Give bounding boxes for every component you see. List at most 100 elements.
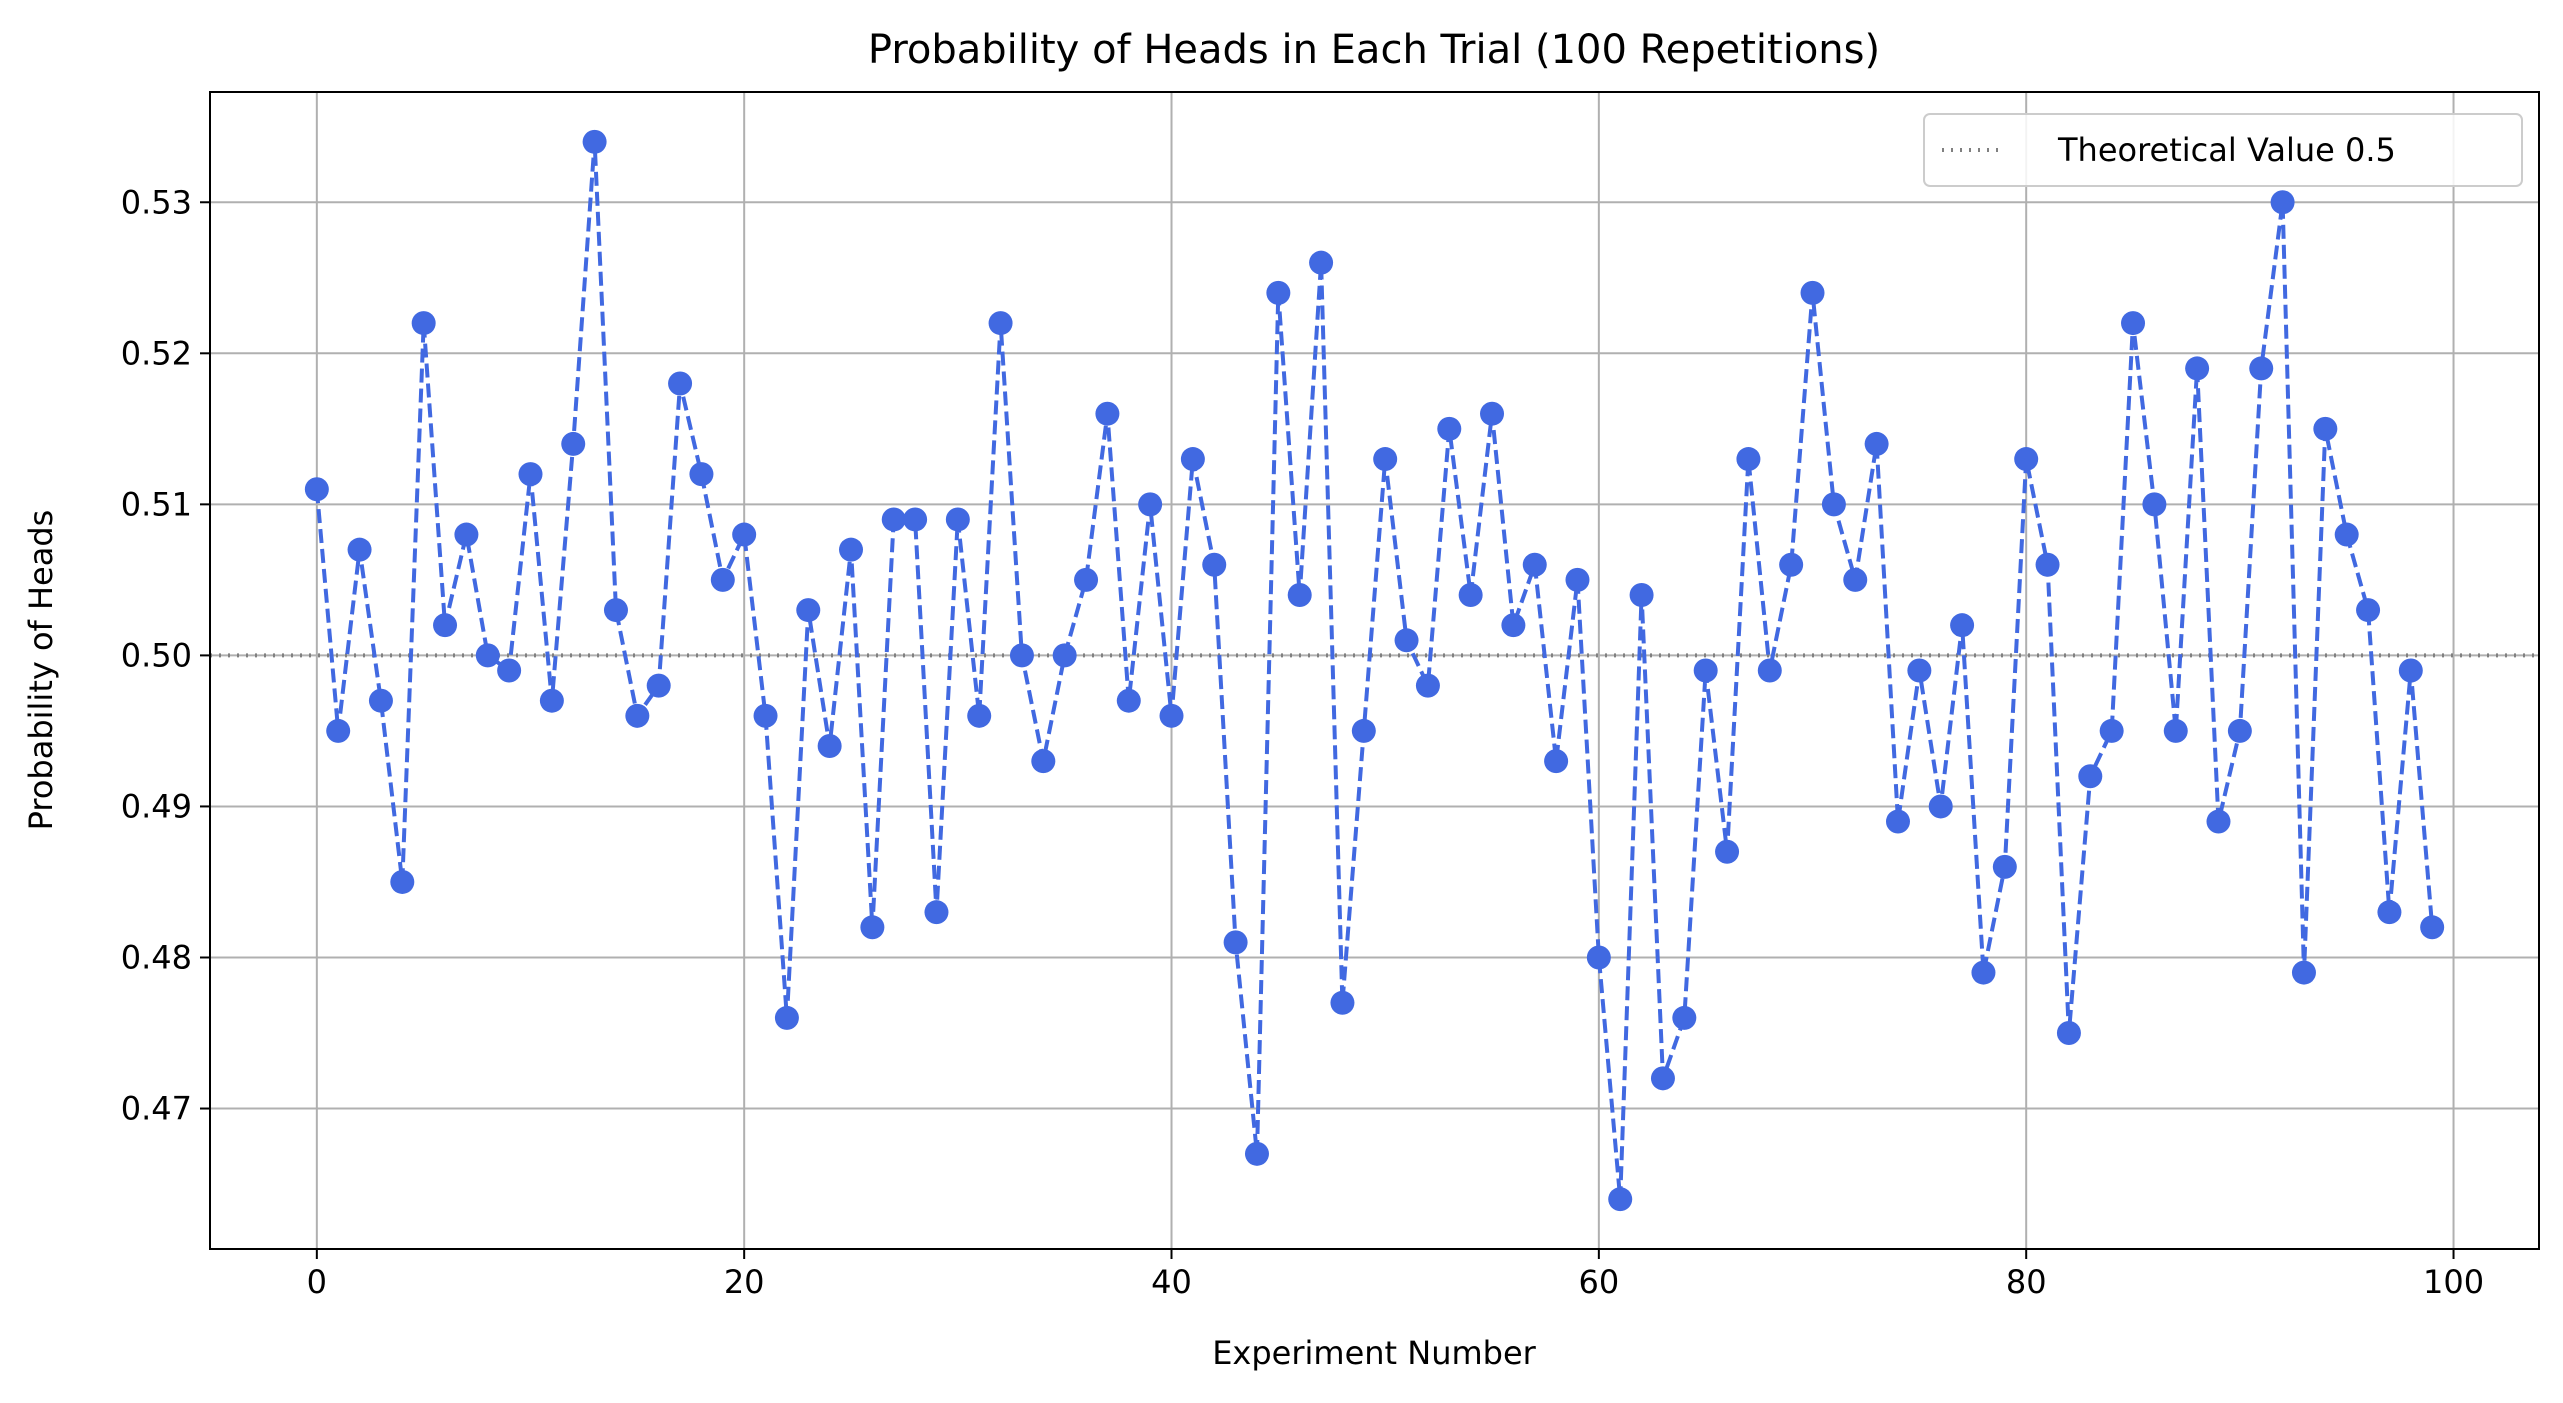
- data-point: [1116, 688, 1141, 713]
- data-point: [2056, 1021, 2081, 1046]
- data-point: [881, 507, 906, 532]
- data-point: [390, 869, 415, 894]
- data-point: [1800, 280, 1825, 305]
- y-tick-label: 0.47: [121, 1090, 192, 1128]
- x-tick-label: 60: [1578, 1263, 1619, 1301]
- data-point: [1715, 839, 1740, 864]
- data-point: [1287, 582, 1312, 607]
- data-point: [796, 598, 821, 623]
- data-point: [689, 462, 714, 487]
- data-point: [1586, 945, 1611, 970]
- chart-title: Probability of Heads in Each Trial (100 …: [868, 27, 1880, 73]
- data-point: [1544, 749, 1569, 774]
- x-tick-label: 40: [1151, 1263, 1192, 1301]
- data-point: [774, 1005, 799, 1030]
- x-axis-label: Experiment Number: [1212, 1334, 1536, 1372]
- data-point: [1864, 431, 1889, 456]
- data-point: [1437, 416, 1462, 441]
- data-point: [1052, 643, 1077, 668]
- data-point: [1672, 1005, 1697, 1030]
- data-point: [497, 658, 522, 683]
- x-tick-label: 80: [2006, 1263, 2047, 1301]
- data-point: [1779, 552, 1804, 577]
- data-point: [2420, 915, 2445, 940]
- data-point: [2249, 356, 2274, 381]
- data-point: [368, 688, 393, 713]
- data-point: [1992, 854, 2017, 879]
- y-tick-label: 0.52: [121, 334, 192, 372]
- data-point: [1501, 613, 1526, 638]
- legend-box: [1923, 113, 2523, 187]
- y-tick-label: 0.51: [121, 485, 192, 523]
- data-point: [1180, 447, 1205, 472]
- y-axis-label: Probability of Heads: [22, 510, 60, 831]
- data-point: [1757, 658, 1782, 683]
- data-point: [454, 522, 479, 547]
- series-line: [314, 139, 2435, 1202]
- data-point: [411, 311, 436, 336]
- data-point: [1031, 749, 1056, 774]
- data-point: [1266, 280, 1291, 305]
- y-tick-label: 0.53: [121, 183, 192, 221]
- data-point: [1885, 809, 1910, 834]
- data-point: [1138, 492, 1163, 517]
- data-point: [304, 477, 329, 502]
- data-point: [1202, 552, 1227, 577]
- data-point: [1928, 794, 1953, 819]
- legend: Theoretical Value 0.5: [1923, 113, 2523, 187]
- data-point: [1351, 718, 1376, 743]
- data-point: [2398, 658, 2423, 683]
- y-tick-label: 0.50: [121, 636, 192, 674]
- data-point: [2163, 718, 2188, 743]
- data-point: [475, 643, 500, 668]
- data-point: [1309, 250, 1334, 275]
- data-point: [945, 507, 970, 532]
- x-tick-label: 100: [2423, 1263, 2484, 1301]
- data-point: [1650, 1066, 1675, 1091]
- data-point: [2206, 809, 2231, 834]
- data-point: [732, 522, 757, 547]
- data-point: [967, 703, 992, 728]
- data-point: [2270, 190, 2295, 215]
- ticks: 0 20 40 60 80 100 0.47 0.48 0.49 0.50 0.51 0.52 0.53: [121, 183, 2484, 1301]
- data-point: [1608, 1187, 1633, 1212]
- data-point: [924, 900, 949, 925]
- data-point: [1159, 703, 1184, 728]
- data-point: [2078, 764, 2103, 789]
- data-point: [2377, 900, 2402, 925]
- data-point: [326, 718, 351, 743]
- data-point: [1950, 613, 1975, 638]
- data-point: [1629, 582, 1654, 607]
- data-point: [2313, 416, 2338, 441]
- data-point: [1843, 567, 1868, 592]
- data-point: [625, 703, 650, 728]
- data-point: [1009, 643, 1034, 668]
- data-point: [1373, 447, 1398, 472]
- data-point: [433, 613, 458, 638]
- data-point: [1458, 582, 1483, 607]
- data-point: [2121, 311, 2146, 336]
- data-point: [603, 598, 628, 623]
- data-point: [1693, 658, 1718, 683]
- data-point: [710, 567, 735, 592]
- x-tick-label: 0: [307, 1263, 327, 1301]
- data-point: [1244, 1141, 1269, 1166]
- y-tick-label: 0.48: [121, 938, 192, 976]
- data-point: [839, 537, 864, 562]
- data-point: [1480, 401, 1505, 426]
- data-point: [2035, 552, 2060, 577]
- data-point: [2227, 718, 2252, 743]
- data-point: [1095, 401, 1120, 426]
- data-point: [2185, 356, 2210, 381]
- data-point: [646, 673, 671, 698]
- data-point: [1565, 567, 1590, 592]
- data-point: [753, 703, 778, 728]
- data-point: [860, 915, 885, 940]
- data-point: [561, 431, 586, 456]
- data-point: [1736, 447, 1761, 472]
- data-point: [1415, 673, 1440, 698]
- data-point: [1971, 960, 1996, 985]
- data-point: [1330, 990, 1355, 1015]
